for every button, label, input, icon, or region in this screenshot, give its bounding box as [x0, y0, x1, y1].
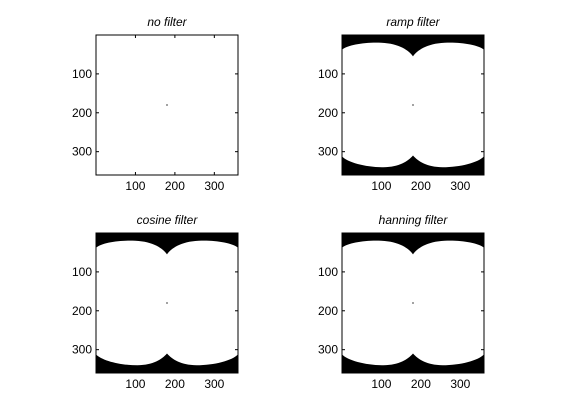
y-tick-label: 100: [72, 265, 92, 279]
axes-frame: [341, 34, 485, 176]
axes-frame: [341, 232, 485, 374]
x-tick-label: 100: [371, 179, 391, 193]
x-tick-label: 200: [165, 377, 185, 391]
center-pixel: [166, 302, 168, 304]
bottom-mask-region: [342, 155, 484, 175]
subplot-title: no filter: [147, 15, 187, 29]
image-area: [96, 35, 238, 175]
image-area: [96, 233, 238, 373]
y-tick-label: 300: [318, 145, 338, 159]
y-tick-label: 300: [72, 343, 92, 357]
subplot-grid: no filter 100 200 300 100 200 300 ramp filter 10…: [72, 15, 485, 391]
image-area: [342, 35, 484, 175]
y-tick-label: 100: [72, 67, 92, 81]
y-tick-label: 100: [318, 67, 338, 81]
subplot-title: hanning filter: [379, 213, 449, 227]
subplot-ramp-filter: ramp filter 100 200 300 100 200 300: [318, 15, 485, 193]
x-tick-label: 200: [411, 179, 431, 193]
top-mask-region: [96, 233, 238, 255]
y-tick-label: 100: [318, 265, 338, 279]
center-pixel: [412, 104, 414, 106]
axes-frame: [95, 232, 239, 374]
x-tick-label: 100: [125, 179, 145, 193]
x-tick-label: 300: [204, 179, 224, 193]
subplot-hanning-filter: hanning filter 100 200 300 100 200 300: [318, 213, 485, 391]
y-tick-label: 300: [72, 145, 92, 159]
x-tick-label: 100: [125, 377, 145, 391]
axes-frame: [95, 34, 239, 176]
subplot-no-filter: no filter 100 200 300 100 200 300: [72, 15, 239, 193]
x-tick-label: 200: [165, 179, 185, 193]
y-tick-label: 300: [318, 343, 338, 357]
top-mask-region: [342, 233, 484, 255]
y-tick-label: 200: [72, 106, 92, 120]
x-tick-label: 200: [411, 377, 431, 391]
subplot-title: cosine filter: [137, 213, 199, 227]
subplot-cosine-filter: cosine filter 100 200 300 100 200 300: [72, 213, 239, 391]
x-tick-label: 300: [204, 377, 224, 391]
subplot-title: ramp filter: [386, 15, 440, 29]
top-mask-region: [342, 35, 484, 57]
x-tick-label: 300: [450, 179, 470, 193]
y-tick-label: 200: [72, 304, 92, 318]
bottom-mask-region: [96, 353, 238, 373]
image-area: [342, 233, 484, 373]
x-tick-label: 100: [371, 377, 391, 391]
center-pixel: [412, 302, 414, 304]
y-tick-label: 200: [318, 304, 338, 318]
x-tick-label: 300: [450, 377, 470, 391]
center-pixel: [166, 104, 168, 106]
y-tick-label: 200: [318, 106, 338, 120]
bottom-mask-region: [342, 353, 484, 373]
